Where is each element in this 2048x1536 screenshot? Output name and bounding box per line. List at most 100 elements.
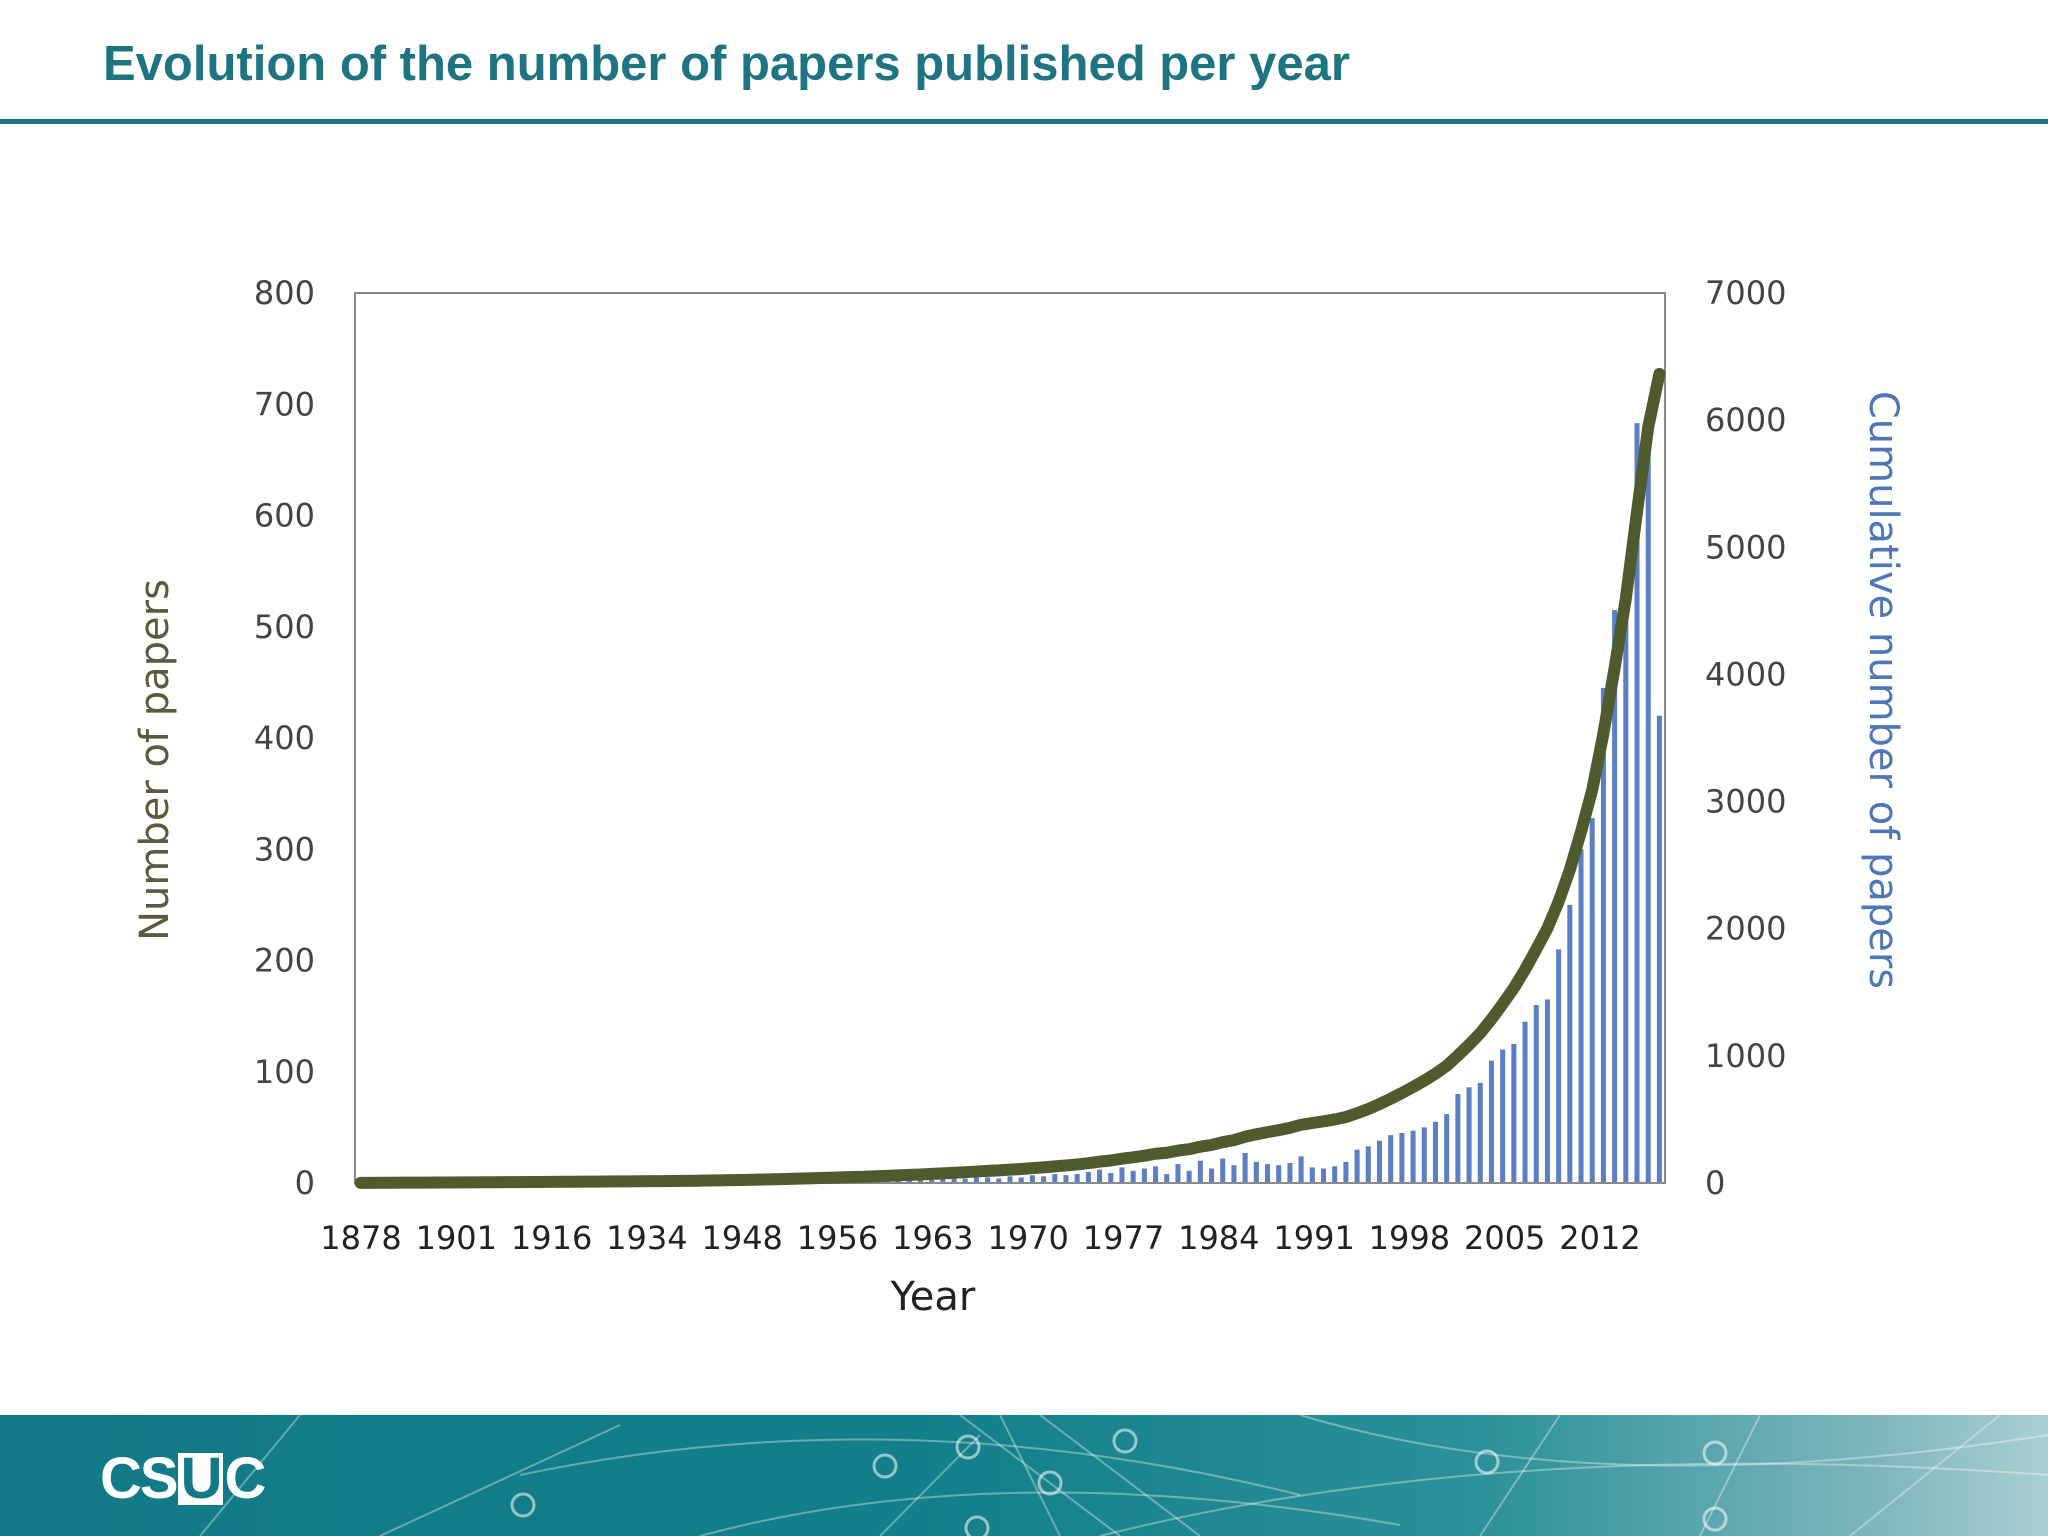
bar	[996, 1178, 1002, 1183]
bar	[1265, 1164, 1271, 1183]
right-tick-label: 0	[1705, 1164, 1725, 1202]
bar	[1500, 1049, 1506, 1183]
bar	[1041, 1176, 1047, 1183]
bar	[1612, 610, 1618, 1183]
x-tick-label: 1984	[1178, 1219, 1259, 1257]
bar	[1231, 1165, 1237, 1183]
bar-series	[358, 423, 1662, 1184]
left-tick-label: 800	[254, 274, 315, 312]
bar	[1556, 949, 1562, 1184]
plot-area-frame	[354, 292, 1666, 1184]
bar	[1477, 1082, 1483, 1184]
bar	[1343, 1161, 1349, 1183]
right-tick-label: 1000	[1705, 1037, 1786, 1075]
bar	[1421, 1127, 1427, 1184]
left-tick-label: 200	[254, 942, 315, 980]
title-divider	[0, 119, 2048, 124]
bar	[1488, 1060, 1494, 1184]
right-tick-label: 2000	[1705, 910, 1786, 948]
bar	[962, 1178, 968, 1183]
bar	[1365, 1146, 1371, 1183]
bar	[1623, 576, 1629, 1183]
bar	[1298, 1156, 1304, 1183]
footer-banner: CSUC	[0, 1415, 2048, 1536]
network-pattern	[199, 1415, 2048, 1536]
bar	[1466, 1087, 1472, 1183]
left-axis-label: Number of papers	[132, 579, 178, 941]
x-tick-label: 2012	[1559, 1219, 1640, 1257]
bar	[1052, 1174, 1058, 1183]
bar	[1287, 1162, 1293, 1183]
bar	[1533, 1005, 1539, 1183]
right-axis-label: Cumulative number of papers	[1860, 391, 1906, 989]
bar	[940, 1178, 946, 1183]
bar	[1007, 1176, 1013, 1183]
bar	[1645, 443, 1651, 1183]
bar	[1018, 1177, 1024, 1183]
bar	[1578, 849, 1584, 1183]
chart: 0 100 200 300 400 500 600 700 800 0 1000 2000 3000 4…	[132, 274, 1906, 1320]
right-tick-label: 7000	[1705, 274, 1786, 312]
x-tick-label: 2005	[1464, 1219, 1545, 1257]
bar	[1063, 1175, 1069, 1183]
bar	[1164, 1174, 1170, 1183]
bar	[1108, 1172, 1114, 1183]
bar	[951, 1177, 957, 1183]
bar	[1276, 1165, 1282, 1183]
left-tick-label: 0	[295, 1164, 315, 1202]
x-tick-label: 1970	[987, 1219, 1068, 1257]
bar	[1074, 1174, 1080, 1183]
bar	[929, 1177, 935, 1183]
bar	[1600, 687, 1606, 1183]
cumulative-line	[354, 367, 1666, 1189]
left-axis-ticks: 0 100 200 300 400 500 600 700 800	[254, 274, 315, 1202]
left-tick-label: 700	[254, 385, 315, 423]
x-tick-label: 1916	[511, 1219, 592, 1257]
bar	[1388, 1135, 1394, 1183]
x-tick-label: 1956	[797, 1219, 878, 1257]
bar	[1589, 818, 1595, 1183]
x-tick-label: 1963	[892, 1219, 973, 1257]
bar	[1085, 1171, 1091, 1184]
bar	[1444, 1114, 1450, 1183]
x-tick-label: 1991	[1273, 1219, 1354, 1257]
bar	[1309, 1167, 1315, 1183]
bar	[1634, 423, 1640, 1183]
right-tick-label: 3000	[1705, 783, 1786, 821]
bar	[973, 1177, 979, 1183]
bar	[1242, 1152, 1248, 1183]
bar	[1029, 1175, 1035, 1183]
bar	[1141, 1168, 1147, 1183]
bar	[1119, 1167, 1125, 1183]
left-tick-label: 100	[254, 1053, 315, 1091]
bar	[1197, 1160, 1203, 1183]
bar	[1097, 1169, 1103, 1183]
bar	[1567, 904, 1573, 1184]
bar	[1130, 1170, 1136, 1183]
x-tick-label: 1977	[1083, 1219, 1164, 1257]
x-tick-label: 1934	[606, 1219, 687, 1257]
bar	[1209, 1168, 1215, 1183]
bar	[917, 1179, 923, 1183]
bar	[1320, 1168, 1327, 1183]
x-tick-label: 1948	[701, 1219, 782, 1257]
bar	[1432, 1121, 1438, 1183]
csuc-logo: CSUC	[100, 1446, 266, 1511]
left-tick-label: 500	[254, 608, 315, 646]
right-axis-ticks: 0 1000 2000 3000 4000 5000 6000 7000	[1705, 274, 1786, 1202]
left-tick-label: 600	[254, 497, 315, 535]
bar	[1332, 1166, 1338, 1183]
bar	[1399, 1132, 1405, 1183]
right-tick-label: 6000	[1705, 401, 1786, 439]
bar	[1656, 715, 1662, 1183]
bar	[1522, 1021, 1528, 1183]
right-tick-label: 4000	[1705, 655, 1786, 693]
bar	[1376, 1140, 1383, 1183]
left-tick-label: 300	[254, 830, 315, 868]
bar	[1544, 999, 1550, 1183]
bar	[1354, 1149, 1360, 1184]
right-tick-label: 5000	[1705, 528, 1786, 566]
x-axis-ticks: 1878 1901 1916 1934 1948 1956 1963 1970 1977 1984…	[320, 1219, 1640, 1257]
left-tick-label: 400	[254, 719, 315, 757]
x-tick-label: 1878	[320, 1219, 401, 1257]
